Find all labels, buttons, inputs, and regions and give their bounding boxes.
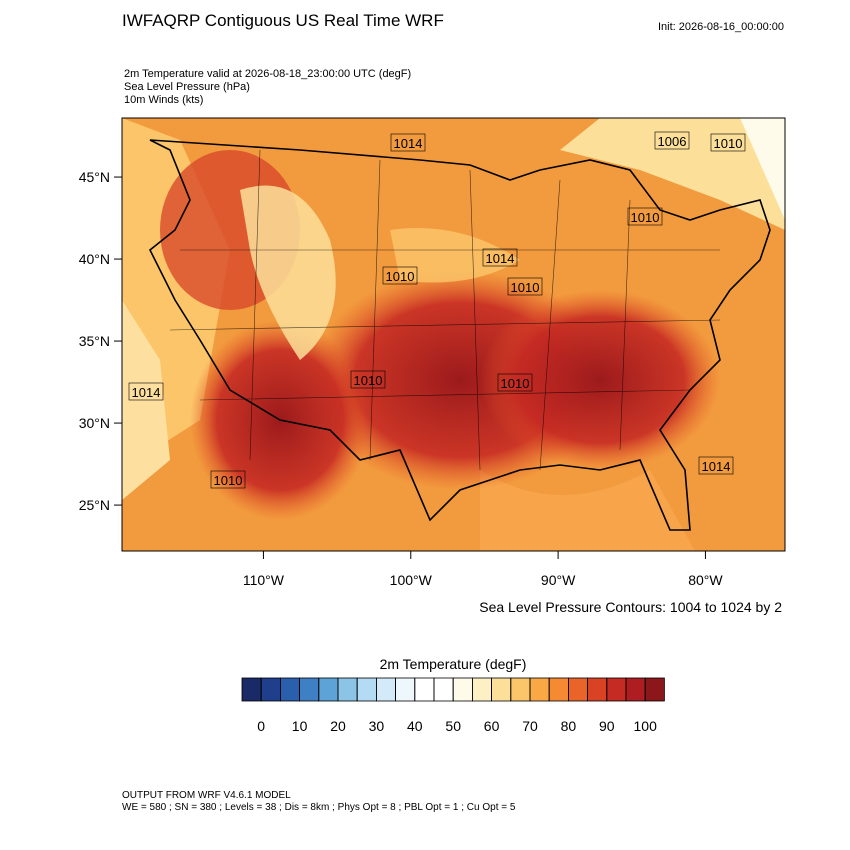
field-label: 10m Winds (kts) (124, 94, 203, 106)
colorbar-tick-label: 60 (484, 718, 500, 734)
colorbar-swatch (260, 677, 281, 702)
colorbar-swatch (356, 677, 377, 702)
contour-label-box (350, 370, 386, 389)
colorbar-swatch (529, 677, 550, 702)
colorbar-tick-label: 20 (330, 718, 346, 734)
map-field (122, 118, 785, 551)
lon-tick-label: 80°W (688, 572, 723, 588)
colorbar-swatch (318, 677, 339, 702)
lat-tick-label: 45°N (79, 169, 110, 185)
lon-tick-label: 100°W (390, 572, 433, 588)
contour-label: 1010 (386, 269, 415, 284)
colorbar-swatch (279, 677, 300, 702)
colorbar-swatch (375, 677, 396, 702)
colorbar-swatch (587, 677, 608, 702)
contour-label: 1010 (214, 473, 243, 488)
colorbar-swatch (491, 677, 512, 702)
lat-tick-label: 35°N (79, 333, 110, 349)
contour-label: 1014 (702, 459, 731, 474)
contour-label: 1010 (511, 280, 540, 295)
colorbar-tick-label: 70 (522, 718, 538, 734)
lat-tick-label: 25°N (79, 497, 110, 513)
contour-label: 1014 (486, 251, 515, 266)
colorbar-swatch (606, 677, 627, 702)
map-frame (121, 117, 786, 552)
contour-label: 1010 (714, 136, 743, 151)
contour-label-box (654, 131, 690, 150)
contour-label-box (507, 277, 543, 296)
colorbar-swatch (568, 677, 589, 702)
colorbar-tick-label: 80 (561, 718, 577, 734)
colorbar-tick-label: 40 (407, 718, 423, 734)
colorbar-tick-label: 100 (634, 718, 658, 734)
contour-label-box (210, 470, 246, 489)
colorbar-swatch (452, 677, 473, 702)
lon-tick-label: 110°W (243, 572, 285, 588)
footer-model: OUTPUT FROM WRF V4.6.1 MODEL (122, 790, 291, 801)
colorbar-swatch (337, 677, 358, 702)
footer-settings: WE = 580 ; SN = 380 ; Levels = 38 ; Dis … (122, 802, 516, 813)
colorbar-tick-label: 30 (369, 718, 385, 734)
colorbar-title: 2m Temperature (degF) (380, 656, 527, 672)
contour-label: 1010 (354, 373, 383, 388)
contour-label-box (390, 133, 426, 152)
colorbar-swatch (471, 677, 492, 702)
colorbar-swatch (548, 677, 569, 702)
colorbar-swatch (414, 677, 435, 702)
lat-tick-label: 40°N (79, 251, 110, 267)
init-time: Init: 2026-08-16_00:00:00 (658, 21, 784, 33)
lon-tick-label: 90°W (541, 572, 576, 588)
contour-label: 1014 (394, 136, 423, 151)
dynamic: 110°W 100°W 90°W 80°W 25°N 30°N 35°N 40°N 45°N 10… (79, 131, 746, 734)
field-label: 2m Temperature valid at 2026-08-18_23:00… (124, 68, 411, 80)
contour-label: 1006 (658, 134, 687, 149)
colorbar-swatch (299, 677, 320, 702)
colorbar-swatch (510, 677, 531, 702)
contour-label-box (128, 382, 164, 401)
colorbar-swatch (433, 677, 454, 702)
contour-label: 1014 (132, 385, 161, 400)
contour-label-box (698, 456, 734, 475)
contour-label: 1010 (631, 210, 660, 225)
colorbar-tick-label: 50 (445, 718, 461, 734)
colorbar-tick-label: 90 (599, 718, 615, 734)
colorbar-swatch (241, 677, 262, 702)
colorbar-tick-label: 0 (257, 718, 265, 734)
contour-label-box (382, 266, 418, 285)
contour-label-box (497, 373, 533, 392)
colorbar-tick-label: 10 (292, 718, 308, 734)
colorbar-swatch (395, 677, 416, 702)
colorbar-swatch (644, 677, 665, 702)
field-label: Sea Level Pressure (hPa) (124, 81, 250, 93)
colorbar-swatch (625, 677, 646, 702)
contour-note: Sea Level Pressure Contours: 1004 to 102… (479, 599, 782, 615)
contour-label-box (627, 207, 663, 226)
title: IWFAQRP Contiguous US Real Time WRF (122, 11, 444, 30)
contour-label-box (710, 133, 746, 152)
contour-label-box (482, 248, 518, 267)
contour-label: 1010 (501, 376, 530, 391)
lat-tick-label: 30°N (79, 415, 110, 431)
